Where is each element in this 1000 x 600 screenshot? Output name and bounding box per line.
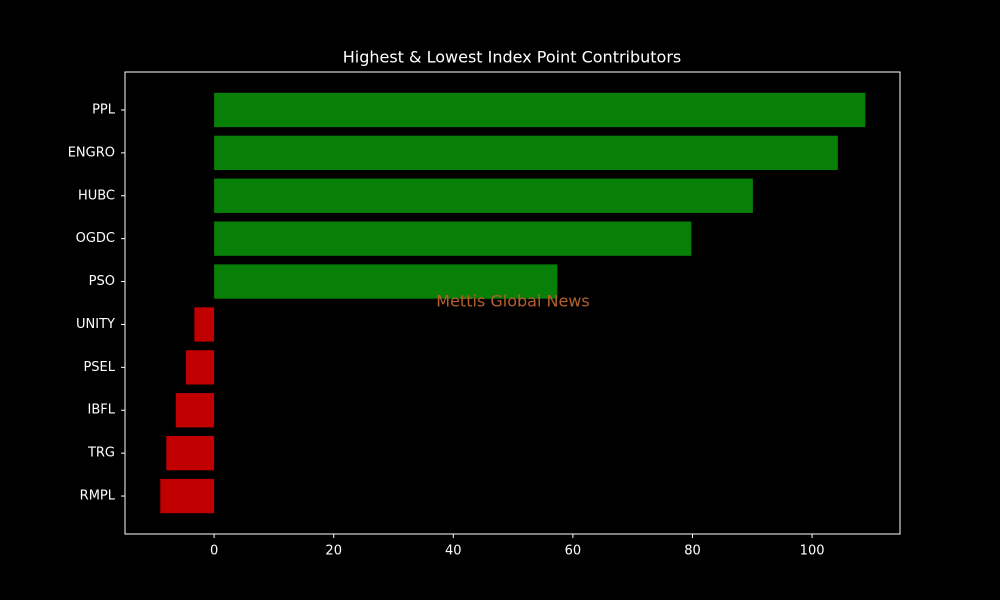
bar [166, 435, 215, 471]
x-tick-label: 20 [325, 544, 342, 559]
y-tick-label: HUBC [78, 188, 115, 203]
chart-title: Highest & Lowest Index Point Contributor… [343, 48, 682, 67]
watermark: Mettis Global News [436, 292, 589, 311]
y-tick-label: RMPL [80, 489, 116, 504]
y-tick-label: PSEL [83, 360, 115, 375]
y-tick-label: ENGRO [68, 145, 115, 160]
x-tick-label: 100 [800, 544, 825, 559]
y-tick-label: IBFL [88, 403, 116, 418]
bar [214, 264, 558, 299]
x-tick-label: 60 [565, 544, 582, 559]
x-tick-label: 0 [210, 544, 218, 559]
y-tick-label: PSO [89, 274, 115, 289]
bar [160, 478, 215, 514]
bar [214, 221, 692, 256]
x-tick-label: 40 [445, 544, 462, 559]
y-tick-label: OGDC [76, 231, 115, 246]
plot-frame [124, 71, 901, 535]
bar [194, 307, 215, 342]
bar [214, 92, 866, 128]
bar [214, 178, 753, 213]
y-tick-label: PPL [92, 102, 116, 117]
bar [185, 350, 215, 385]
x-tick-label: 80 [684, 544, 701, 559]
y-tick-label: TRG [87, 446, 115, 461]
y-tick-label: UNITY [76, 317, 115, 332]
bar [175, 393, 215, 428]
bar [214, 135, 838, 171]
